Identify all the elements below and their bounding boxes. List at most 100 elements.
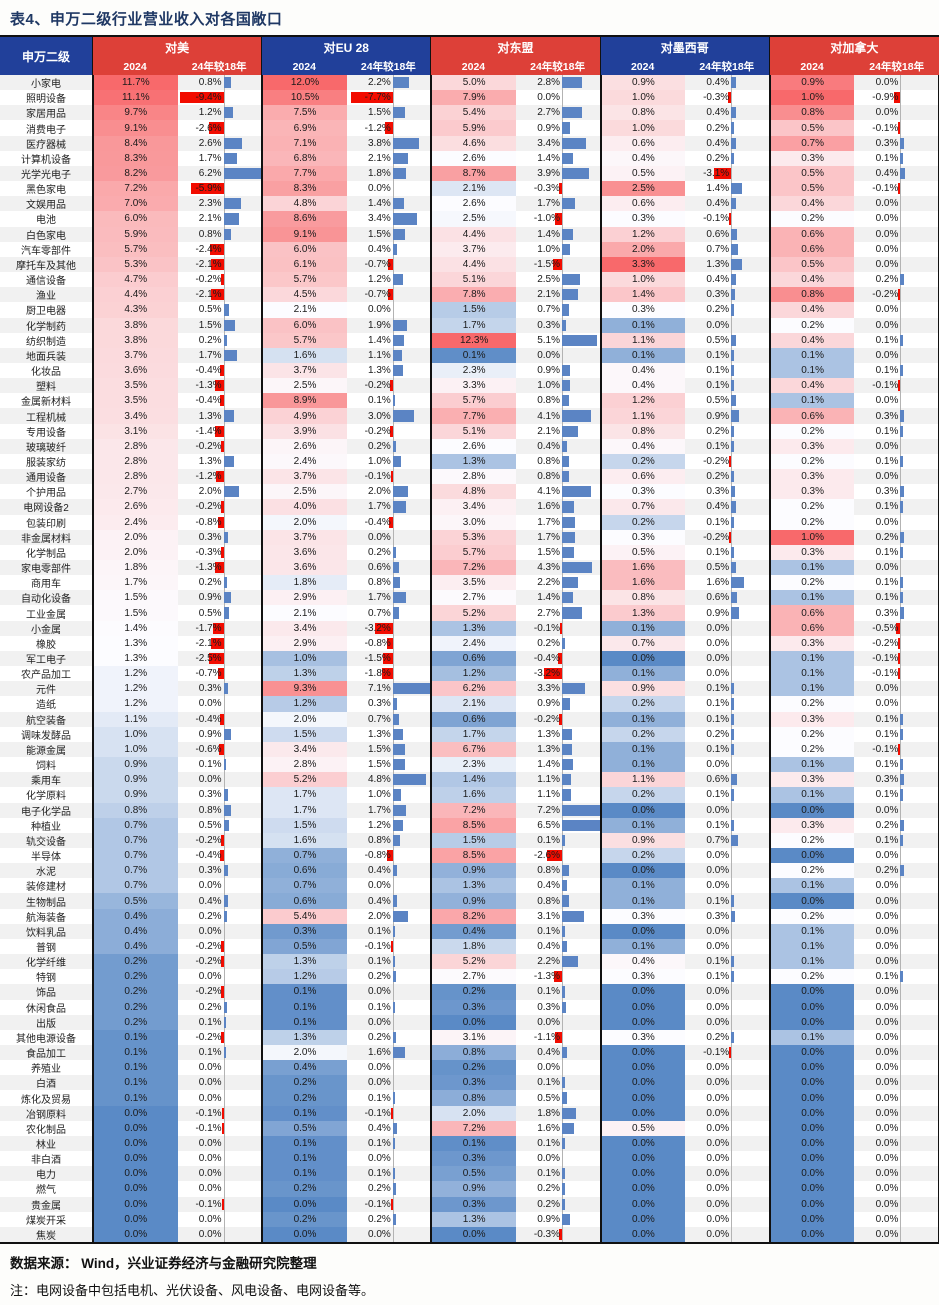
change-value: 0.0% bbox=[875, 213, 899, 225]
change-bar-positive bbox=[900, 486, 905, 498]
change-vs-2018-cell: 2.2% bbox=[515, 954, 601, 970]
change-vs-2018-cell: -0.3% bbox=[515, 181, 601, 197]
change-vs-2018-cell: 2.5% bbox=[515, 272, 601, 288]
change-value: 1.6% bbox=[367, 1047, 391, 1059]
exposure-2024-cell: 0.0% bbox=[93, 1166, 178, 1182]
change-vs-2018-cell: 0.1% bbox=[854, 332, 939, 348]
bar-axis-line bbox=[900, 1226, 902, 1243]
industry-name-cell: 化学原料 bbox=[0, 787, 93, 803]
exposure-2024-cell: 3.5% bbox=[431, 575, 516, 591]
exposure-2024-cell: 0.7% bbox=[769, 135, 855, 151]
exposure-2024-cell: 0.0% bbox=[769, 893, 855, 909]
exposure-2024-cell: 8.3% bbox=[93, 150, 178, 166]
change-vs-2018-cell: 0.9% bbox=[685, 605, 770, 621]
change-value: 1.3% bbox=[537, 728, 560, 740]
bar-axis-line bbox=[900, 196, 902, 212]
change-value: 0.3% bbox=[367, 698, 391, 710]
table-row: 装修建材 0.7% 0.0% 0.7% 0.0% 1.3% 0.4% 0.1% 0.0% 0.1… bbox=[0, 878, 939, 894]
exposure-2024-cell: 0.1% bbox=[769, 1029, 855, 1045]
change-value: 0.0% bbox=[367, 880, 391, 892]
change-vs-2018-cell: 0.0% bbox=[177, 1181, 263, 1197]
change-bar-positive bbox=[731, 289, 736, 301]
bar-axis-line bbox=[900, 1105, 902, 1121]
exposure-2024-cell: 2.7% bbox=[431, 590, 516, 606]
change-vs-2018-cell: -0.3% bbox=[177, 544, 263, 560]
industry-name-cell: 造纸 bbox=[0, 696, 93, 712]
change-value: 3.0% bbox=[367, 410, 391, 422]
change-value: -0.4% bbox=[195, 365, 222, 377]
industry-name-cell: 家居用品 bbox=[0, 105, 93, 121]
exposure-2024-cell: 3.4% bbox=[262, 620, 347, 636]
change-bar-positive bbox=[900, 152, 903, 164]
change-vs-2018-cell: 0.0% bbox=[515, 1014, 601, 1030]
change-bar-negative bbox=[894, 92, 901, 104]
bar-axis-line bbox=[392, 878, 394, 894]
change-vs-2018-cell: 0.0% bbox=[685, 1105, 770, 1121]
change-vs-2018-cell: 3.1% bbox=[515, 908, 601, 924]
change-vs-2018-cell: 0.9% bbox=[515, 696, 601, 712]
change-value: 0.2% bbox=[875, 865, 899, 877]
change-value: 0.0% bbox=[875, 925, 899, 937]
change-value: 0.0% bbox=[198, 925, 222, 937]
change-vs-2018-cell: 1.4% bbox=[515, 757, 601, 773]
change-value: -1.5% bbox=[533, 258, 560, 270]
change-bar-negative bbox=[387, 289, 393, 301]
exposure-2024-cell: 1.6% bbox=[600, 560, 686, 576]
change-bar-positive bbox=[731, 107, 736, 119]
change-bar-negative bbox=[215, 471, 224, 483]
bar-axis-line bbox=[900, 908, 902, 924]
change-bar-positive bbox=[223, 137, 243, 149]
change-bar-positive bbox=[392, 759, 405, 771]
exposure-2024-cell: 0.2% bbox=[769, 696, 855, 712]
bar-axis-line bbox=[900, 635, 902, 651]
change-vs-2018-cell: 2.0% bbox=[346, 908, 432, 924]
change-bar-negative bbox=[215, 380, 224, 392]
change-vs-2018-cell: 0.0% bbox=[515, 347, 601, 363]
change-vs-2018-cell: 0.2% bbox=[685, 302, 770, 318]
exposure-2024-cell: 0.1% bbox=[600, 666, 686, 682]
change-value: 0.1% bbox=[706, 789, 730, 801]
change-value: 0.0% bbox=[706, 1168, 730, 1180]
change-bar-positive bbox=[392, 1031, 397, 1043]
change-value: 0.2% bbox=[706, 304, 730, 316]
change-value: 0.0% bbox=[875, 77, 899, 89]
bar-axis-line bbox=[900, 999, 902, 1015]
change-bar-negative bbox=[179, 92, 224, 104]
change-vs-2018-cell: 0.1% bbox=[346, 1090, 432, 1106]
exposure-2024-cell: 7.2% bbox=[431, 1120, 516, 1136]
change-value: 0.2% bbox=[537, 1183, 560, 1195]
exposure-2024-cell: 1.1% bbox=[600, 772, 686, 788]
change-bar-negative bbox=[209, 652, 224, 665]
change-bar-negative bbox=[559, 622, 562, 634]
industry-name-cell: 装修建材 bbox=[0, 878, 93, 894]
change-bar-positive bbox=[223, 334, 227, 346]
change-value: -0.3% bbox=[533, 183, 560, 195]
change-value: 1.5% bbox=[367, 743, 391, 755]
change-value: 0.5% bbox=[706, 395, 730, 407]
table-row: 电子化学品 0.8% 0.8% 1.7% 1.7% 7.2% 7.2% 0.0% 0.0% 0.… bbox=[0, 802, 939, 818]
change-value: 0.4% bbox=[706, 77, 730, 89]
table-row: 小家电 11.7% 0.8% 12.0% 2.2% 5.0% 2.8% 0.9% 0.4% 0.… bbox=[0, 75, 939, 91]
bar-axis-line bbox=[900, 954, 902, 970]
change-value: -0.1% bbox=[364, 1107, 391, 1119]
change-vs-2018-cell: 0.2% bbox=[346, 544, 432, 560]
exposure-2024-cell: 0.1% bbox=[769, 938, 855, 955]
change-vs-2018-cell: 0.2% bbox=[854, 817, 939, 833]
change-value: 0.5% bbox=[537, 1092, 560, 1104]
exposure-2024-cell: 2.3% bbox=[431, 757, 516, 773]
change-vs-2018-cell: 0.1% bbox=[854, 544, 939, 560]
change-value: 0.1% bbox=[875, 365, 899, 377]
change-value: 0.0% bbox=[875, 319, 899, 331]
bar-axis-line bbox=[900, 681, 902, 697]
change-value: 1.7% bbox=[367, 501, 391, 513]
exposure-2024-cell: 0.0% bbox=[769, 802, 855, 818]
exposure-2024-cell: 0.0% bbox=[769, 1166, 855, 1182]
change-value: 0.2% bbox=[537, 1198, 560, 1210]
change-bar-negative bbox=[898, 668, 901, 680]
exposure-2024-cell: 1.3% bbox=[431, 878, 516, 894]
exposure-2024-cell: 0.3% bbox=[431, 1151, 516, 1167]
bar-axis-line bbox=[392, 1105, 394, 1121]
change-bar-negative bbox=[898, 122, 901, 134]
bar-axis-line bbox=[223, 1090, 225, 1106]
table-row: 地面兵装 3.7% 1.7% 1.6% 1.1% 0.1% 0.0% 0.1% 0.1% 0.1… bbox=[0, 347, 939, 363]
